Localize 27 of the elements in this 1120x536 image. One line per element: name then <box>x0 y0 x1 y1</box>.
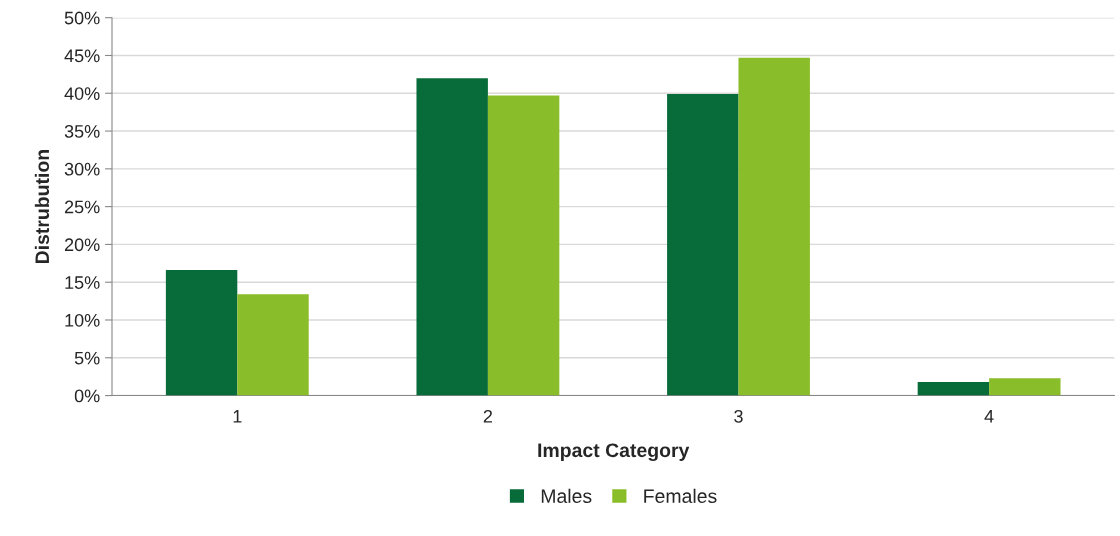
bar <box>738 57 810 396</box>
bar <box>165 270 238 396</box>
y-tick-label: 5% <box>74 351 100 365</box>
y-tick-label: 30% <box>64 162 100 176</box>
bar <box>917 381 990 396</box>
y-axis-title: Distrubution <box>34 150 50 264</box>
x-axis-title: Impact Category <box>538 443 690 462</box>
y-tick-label: 35% <box>64 124 100 138</box>
bar <box>487 95 560 396</box>
y-tick-label: 10% <box>65 313 100 327</box>
y-tick-label: 15% <box>65 276 100 289</box>
x-tick-label: 3 <box>734 409 743 423</box>
x-tick-label: 2 <box>483 409 493 423</box>
bar <box>416 78 488 396</box>
bar <box>989 378 1061 396</box>
x-tick-label: 1 <box>233 410 242 423</box>
legend-label: Females <box>644 488 717 504</box>
y-tick-label: 25% <box>64 200 100 214</box>
y-tick-label: 50% <box>64 11 100 25</box>
legend-label: Males <box>541 488 592 504</box>
x-tick-label: 4 <box>984 410 994 423</box>
bar <box>237 294 309 396</box>
y-tick-label: 20% <box>64 238 100 252</box>
y-tick-label: 40% <box>64 87 100 100</box>
y-tick-label: 45% <box>64 49 100 63</box>
bar <box>667 94 739 396</box>
y-tick-label: 0% <box>74 389 100 403</box>
